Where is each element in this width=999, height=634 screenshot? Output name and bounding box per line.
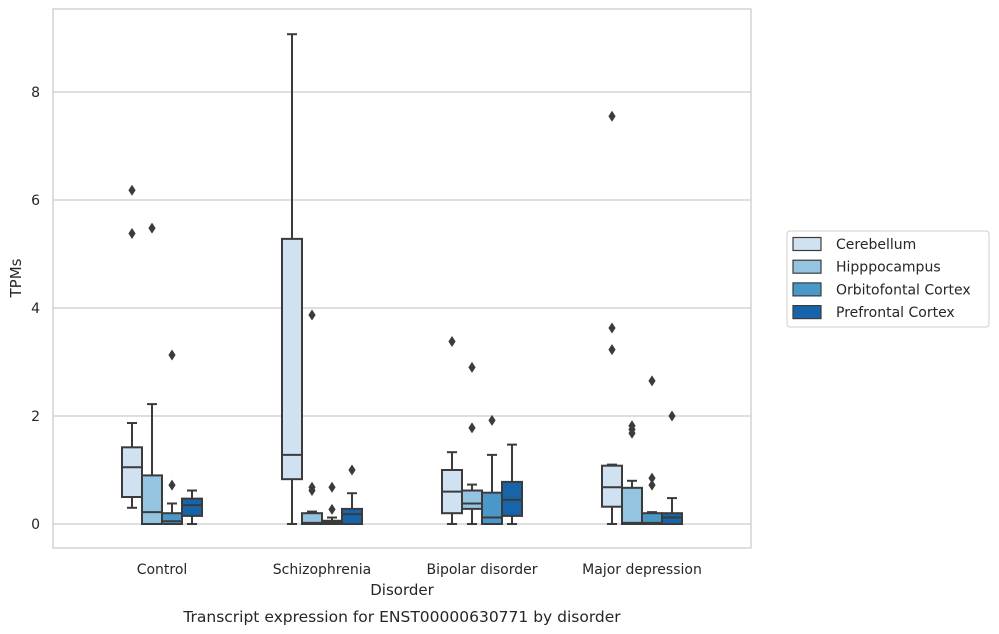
outlier-point (628, 420, 636, 432)
legend-label: Prefrontal Cortex (836, 305, 955, 321)
box (301, 512, 323, 526)
legend-swatch (792, 282, 822, 297)
legend-swatch (792, 236, 822, 252)
box (621, 486, 643, 526)
series-orbitofontal-cortex (161, 349, 663, 526)
box (281, 237, 303, 481)
outlier-point (648, 472, 656, 484)
outlier-point (648, 479, 656, 491)
outlier-point (608, 322, 616, 334)
outlier-point (608, 344, 616, 356)
y-axis-ticks: 0 2 4 6 8 (31, 85, 40, 533)
series-cerebellum (121, 33, 623, 525)
outlier-point (468, 422, 476, 434)
outlier-point (128, 227, 136, 239)
x-tick-label: Bipolar disorder (426, 562, 537, 578)
outlier-point (168, 479, 176, 491)
chart-caption: Transcript expression for ENST0000063077… (182, 608, 621, 626)
box (141, 474, 163, 525)
outlier-point (348, 464, 356, 476)
legend-frame (786, 230, 990, 328)
outlier-point (168, 349, 176, 361)
x-tick-label: Major depression (582, 562, 702, 578)
y-tick-label: 2 (31, 409, 40, 425)
x-axis-label: Disorder (370, 581, 434, 599)
box (601, 464, 623, 508)
legend-swatch (792, 259, 822, 274)
outlier-point (328, 503, 336, 515)
box-series (121, 33, 683, 526)
series-hipppocampus (141, 222, 643, 526)
outlier-point (128, 184, 136, 196)
outlier-point (668, 410, 676, 422)
box (661, 512, 683, 526)
y-tick-label: 0 (31, 517, 40, 533)
plot-area-frame (52, 8, 752, 549)
y-tick-label: 4 (31, 301, 40, 317)
y-tick-label: 8 (31, 85, 40, 101)
outlier-point (488, 414, 496, 426)
legend-label: Orbitofontal Cortex (836, 282, 971, 298)
box (161, 512, 183, 526)
series-prefrontal-cortex (181, 410, 683, 526)
box (181, 497, 203, 517)
outlier-point (328, 481, 336, 493)
box (481, 491, 503, 525)
legend-swatch (792, 305, 822, 320)
outlier-point (308, 481, 316, 493)
x-tick-label: Schizophrenia (273, 562, 371, 578)
outlier-point (308, 309, 316, 321)
y-tick-label: 6 (31, 193, 40, 209)
grid-lines (53, 91, 751, 525)
legend-label: Hipppocampus (836, 260, 941, 276)
outlier-point (148, 222, 156, 234)
outlier-point (448, 335, 456, 347)
x-tick-label: Control (137, 562, 188, 578)
y-axis-label: TPMs (7, 258, 25, 298)
outlier-point (468, 361, 476, 373)
box (341, 507, 363, 526)
legend-label: Cerebellum (836, 237, 916, 253)
box (121, 446, 143, 499)
x-axis-ticks: Control Schizophrenia Bipolar disorder Majo… (137, 562, 702, 578)
box (461, 489, 483, 510)
outlier-point (608, 110, 616, 122)
legend: Cerebellum Hipppocampus Orbitofontal Corte… (786, 230, 990, 328)
outlier-point (648, 375, 656, 387)
